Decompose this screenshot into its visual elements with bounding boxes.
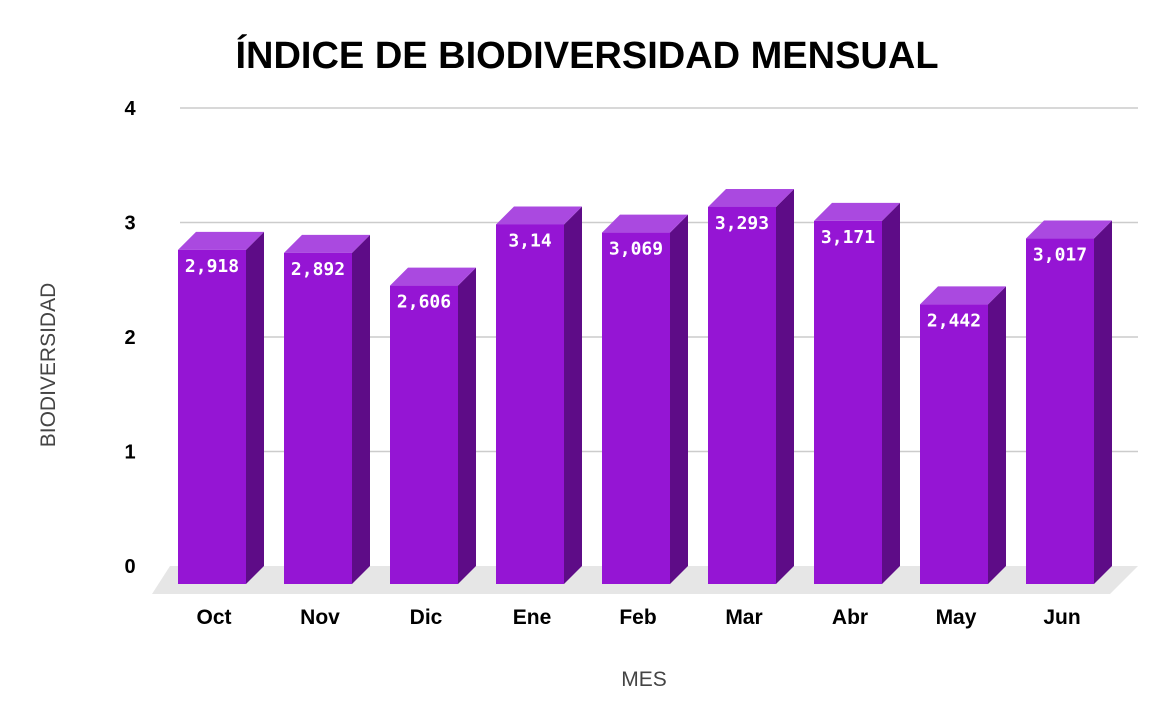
bar-abr bbox=[814, 202, 900, 584]
data-label: 3,293 bbox=[715, 213, 769, 234]
chart-title: ÍNDICE DE BIODIVERSIDAD MENSUAL bbox=[235, 33, 938, 77]
y-tick-label: 3 bbox=[124, 213, 135, 235]
bar-side bbox=[352, 234, 370, 584]
data-label: 3,069 bbox=[609, 239, 663, 260]
y-tick-label: 4 bbox=[124, 98, 136, 120]
y-tick-label: 1 bbox=[124, 442, 135, 464]
bar-front bbox=[496, 224, 564, 584]
bar-top bbox=[814, 202, 900, 221]
x-tick-label: May bbox=[936, 606, 977, 629]
bar-mar bbox=[708, 188, 794, 584]
x-tick-label: Abr bbox=[832, 606, 868, 629]
bar-side bbox=[458, 267, 476, 584]
data-label: 3,017 bbox=[1033, 245, 1087, 266]
bar-front bbox=[602, 232, 670, 585]
bar-front bbox=[284, 252, 352, 584]
bar-side bbox=[882, 202, 900, 584]
bar-top bbox=[708, 188, 794, 207]
data-label: 3,171 bbox=[821, 227, 875, 248]
x-tick-label: Feb bbox=[619, 606, 656, 629]
data-label: 2,892 bbox=[291, 259, 345, 280]
x-tick-label: Ene bbox=[513, 606, 552, 629]
x-tick-label: Oct bbox=[196, 606, 231, 629]
x-tick-label: Mar bbox=[725, 606, 762, 629]
bar-top bbox=[920, 286, 1006, 305]
data-label: 2,606 bbox=[397, 292, 451, 313]
bar-front bbox=[390, 285, 458, 584]
bar-jun bbox=[1026, 220, 1112, 584]
bar-top bbox=[602, 214, 688, 233]
y-axis-title: BIODIVERSIDAD bbox=[37, 283, 60, 448]
x-tick-label: Jun bbox=[1043, 606, 1080, 629]
bar-oct bbox=[178, 231, 264, 584]
bar-front bbox=[178, 249, 246, 584]
bar-ene bbox=[496, 206, 582, 584]
data-label: 3,14 bbox=[508, 230, 552, 251]
x-axis-ticks: Oct Nov Dic Ene Feb Mar Abr May Jun bbox=[196, 606, 1080, 629]
bar-nov bbox=[284, 234, 370, 584]
data-label: 2,442 bbox=[927, 310, 981, 331]
data-labels: 2,918 2,892 2,606 3,14 3,069 3,293 3,171 2,442 3… bbox=[185, 213, 1087, 331]
y-tick-label: 2 bbox=[124, 327, 135, 349]
bar-front bbox=[814, 220, 882, 584]
bar-side bbox=[564, 206, 582, 584]
bar-side bbox=[776, 188, 794, 584]
y-tick-label: 0 bbox=[124, 556, 135, 578]
bar-top bbox=[1026, 220, 1112, 239]
x-tick-label: Dic bbox=[410, 606, 443, 629]
bar-front bbox=[920, 304, 988, 584]
bar-side bbox=[246, 231, 264, 584]
y-axis-ticks: 0 1 2 3 4 bbox=[124, 98, 136, 578]
bar-feb bbox=[602, 214, 688, 585]
bar-front bbox=[1026, 238, 1094, 584]
bar-side bbox=[1094, 220, 1112, 584]
bar-dic bbox=[390, 267, 476, 584]
bar-front bbox=[708, 206, 776, 584]
x-axis-title: MES bbox=[621, 668, 667, 691]
bar-may bbox=[920, 286, 1006, 584]
bar-side bbox=[988, 286, 1006, 584]
bar-top bbox=[284, 234, 370, 253]
x-tick-label: Nov bbox=[300, 606, 340, 629]
bars bbox=[178, 188, 1112, 585]
bar-top bbox=[178, 231, 264, 250]
bar-top bbox=[496, 206, 582, 225]
bar-top bbox=[390, 267, 476, 286]
bar-side bbox=[670, 214, 688, 585]
data-label: 2,918 bbox=[185, 256, 239, 277]
